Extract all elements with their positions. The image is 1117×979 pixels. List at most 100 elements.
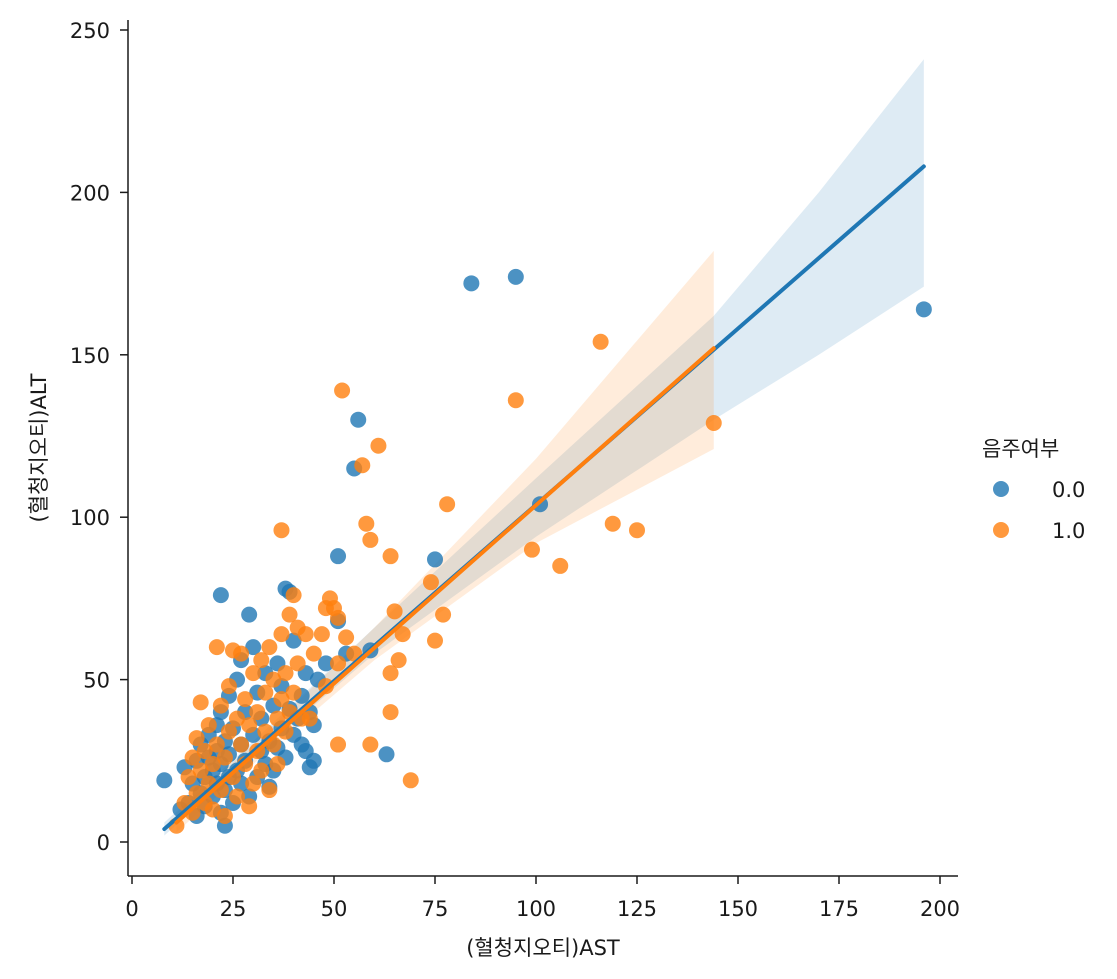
point-series-1-4 <box>184 749 201 766</box>
point-series-0-69 <box>305 752 322 769</box>
point-series-1-83 <box>394 626 411 643</box>
point-series-1-40 <box>257 684 274 701</box>
regression-lines <box>162 164 926 832</box>
axes <box>127 20 958 877</box>
point-series-1-8 <box>192 694 209 711</box>
point-series-1-55 <box>285 587 302 604</box>
point-series-1-19 <box>216 749 233 766</box>
point-series-1-50 <box>277 665 294 682</box>
point-series-0-78 <box>378 746 395 763</box>
point-series-1-22 <box>220 678 237 695</box>
x-tick-label-5: 125 <box>617 897 657 921</box>
point-series-1-34 <box>245 775 262 792</box>
point-series-1-42 <box>261 639 278 656</box>
point-series-1-71 <box>338 629 355 646</box>
y-ticks: 0 50 100 150 200 250 <box>70 19 128 855</box>
point-series-1-73 <box>354 457 371 474</box>
point-series-1-88 <box>439 496 456 513</box>
point-series-1-48 <box>273 522 290 539</box>
point-series-0-83 <box>915 301 932 318</box>
point-series-1-45 <box>269 710 286 727</box>
point-series-1-80 <box>382 704 399 721</box>
point-series-1-62 <box>313 626 330 643</box>
point-series-1-10 <box>196 743 213 760</box>
point-series-1-12 <box>200 717 217 734</box>
point-series-1-37 <box>253 652 270 669</box>
y-tick-label-1: 50 <box>83 669 110 693</box>
y-tick-label-2: 100 <box>70 506 110 530</box>
point-series-1-54 <box>285 684 302 701</box>
point-series-1-44 <box>265 671 282 688</box>
point-series-1-38 <box>253 762 270 779</box>
point-series-1-26 <box>229 788 246 805</box>
point-series-0-80 <box>463 275 480 292</box>
point-series-0-40 <box>245 639 262 656</box>
point-series-1-68 <box>330 736 347 753</box>
y-tick-label-4: 200 <box>70 181 110 205</box>
x-tick-label-2: 50 <box>321 897 348 921</box>
point-series-1-30 <box>237 691 254 708</box>
point-series-1-20 <box>216 808 233 825</box>
x-tick-label-4: 100 <box>516 897 556 921</box>
point-series-1-15 <box>208 639 225 656</box>
y-axis-title: (혈청지오티)ALT <box>27 373 51 522</box>
point-series-0-21 <box>212 587 229 604</box>
point-series-1-52 <box>281 606 298 623</box>
x-tick-label-6: 150 <box>718 897 758 921</box>
point-series-1-79 <box>382 665 399 682</box>
legend-title: 음주여부 <box>982 437 1059 461</box>
point-series-1-27 <box>233 736 250 753</box>
point-series-0-76 <box>350 411 367 428</box>
point-series-1-87 <box>435 606 452 623</box>
point-series-1-49 <box>273 691 290 708</box>
point-series-1-2 <box>180 769 197 786</box>
point-series-1-75 <box>362 531 379 548</box>
x-tick-label-8: 200 <box>920 897 960 921</box>
point-series-0-81 <box>507 268 524 285</box>
point-series-1-28 <box>233 645 250 662</box>
point-series-1-94 <box>629 522 645 539</box>
point-series-1-7 <box>192 762 209 779</box>
legend: 음주여부 0.0 1.0 <box>982 437 1085 543</box>
point-series-1-21 <box>220 723 237 740</box>
point-series-0-79 <box>427 551 443 568</box>
fit-line-series-1 <box>174 346 716 825</box>
point-series-1-36 <box>249 704 266 721</box>
point-series-1-14 <box>204 801 221 818</box>
point-series-1-70 <box>334 382 351 399</box>
point-series-1-77 <box>370 437 387 454</box>
point-series-1-61 <box>305 645 322 662</box>
x-ticks: 0 25 50 75 100 125 150 175 200 <box>125 876 960 921</box>
legend-marker-series-1 <box>993 522 1009 538</box>
point-series-1-78 <box>382 548 399 565</box>
point-series-1-41 <box>261 782 278 799</box>
point-series-1-33 <box>245 665 262 682</box>
point-series-0-72 <box>330 548 347 565</box>
point-series-1-46 <box>269 756 286 773</box>
x-axis-title: (혈청지오티)AST <box>466 936 620 960</box>
x-tick-label-1: 25 <box>220 897 247 921</box>
point-series-0-71 <box>317 655 334 672</box>
point-series-1-18 <box>212 697 229 714</box>
y-tick-label-3: 150 <box>70 344 110 368</box>
point-series-1-76 <box>362 736 379 753</box>
point-series-1-56 <box>289 655 306 672</box>
legend-marker-series-0 <box>993 481 1009 497</box>
point-series-0-37 <box>241 606 258 623</box>
point-series-1-82 <box>390 652 407 669</box>
point-series-1-91 <box>552 557 569 574</box>
x-tick-label-0: 0 <box>125 897 138 921</box>
point-series-1-86 <box>427 632 443 649</box>
legend-label-series-1: 1.0 <box>1052 519 1085 543</box>
point-series-1-31 <box>241 798 258 815</box>
point-series-1-6 <box>188 730 205 747</box>
point-series-1-74 <box>358 515 375 532</box>
point-series-1-84 <box>402 772 419 789</box>
point-series-1-85 <box>422 574 439 591</box>
legend-label-series-0: 0.0 <box>1052 478 1085 502</box>
point-series-1-67 <box>330 655 347 672</box>
point-series-1-89 <box>507 392 524 409</box>
point-series-1-25 <box>229 710 246 727</box>
point-series-1-69 <box>330 609 347 626</box>
